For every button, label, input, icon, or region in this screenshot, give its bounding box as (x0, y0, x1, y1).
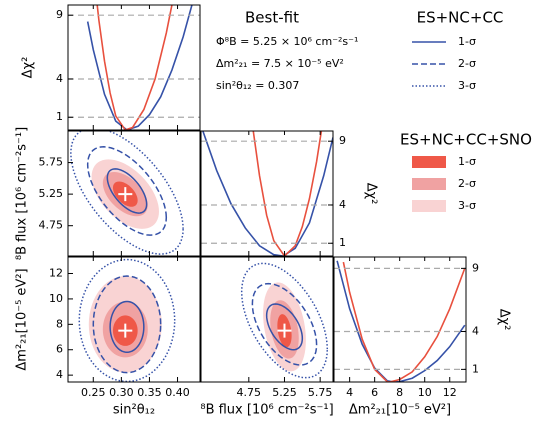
best-fit-line: Φ⁸B = 5.25 × 10⁶ cm⁻²s⁻¹ (216, 35, 358, 48)
y-tick-label: 6 (56, 343, 63, 356)
x-tick-label: 8 (396, 386, 403, 399)
y-tick-label: 4 (56, 72, 63, 85)
x-axis-label: Δm²₂₁[10⁻⁵ eV²] (349, 403, 451, 418)
y-tick-label: 9 (339, 134, 346, 147)
x-axis-label: sin²θ₁₂ (113, 403, 155, 418)
curve (342, 261, 466, 382)
y-axis-label: Δχ² (21, 57, 36, 79)
legend-label: 3-σ (458, 79, 476, 92)
contour (78, 258, 176, 382)
y-tick-label: 1 (472, 362, 479, 375)
y-axis-label: ⁸B flux [10⁶ cm⁻²s⁻¹] (15, 127, 30, 260)
y-tick-label: 8 (56, 317, 63, 330)
x-tick-label: 0.35 (137, 386, 162, 399)
contour (251, 282, 318, 366)
legend-swatch (412, 156, 446, 168)
legend-swatch (412, 178, 446, 190)
curve (96, 5, 173, 130)
panel (86, 5, 193, 130)
x-tick-label: 12 (443, 386, 457, 399)
legend-label: 2-σ (458, 57, 476, 70)
best-fit-title: Best-fit (245, 9, 299, 27)
panel-frame (200, 130, 334, 257)
y-axis-label: Δχ² (364, 183, 379, 205)
legend-label: 3-σ (458, 199, 476, 212)
best-fit-line: Δm²₂₁ = 7.5 × 10⁻⁵ eV² (216, 57, 344, 70)
panel (202, 131, 333, 256)
panel-frame (67, 130, 201, 257)
y-tick-label: 1 (56, 110, 63, 123)
y-tick-label: 9 (56, 8, 63, 21)
panel-frame (333, 256, 467, 383)
y-tick-label: 5.75 (39, 156, 64, 169)
contour (70, 131, 184, 255)
x-tick-label: 6 (371, 386, 378, 399)
legend-title: ES+NC+CC+SNO (400, 131, 532, 149)
curve (336, 260, 466, 382)
y-tick-label: 9 (472, 261, 479, 274)
best-fit-marker (118, 187, 133, 202)
best-fit-box: Best-fit Φ⁸B = 5.25 × 10⁶ cm⁻²s⁻¹ Δm²₂₁ … (216, 9, 358, 93)
panel-frame (200, 256, 334, 383)
y-tick-label: 5.25 (39, 187, 64, 200)
y-axis-label: Δm²₂₁[10⁻⁵ eV²] (15, 268, 30, 370)
contour (109, 300, 145, 354)
best-fit-marker (277, 323, 292, 338)
best-fit-marker (118, 323, 133, 338)
contour (265, 303, 304, 351)
y-axis-label: Δχ² (497, 309, 512, 331)
x-tick-label: 5.25 (272, 386, 297, 399)
curve (252, 131, 323, 256)
legend-label: 1-σ (458, 35, 476, 48)
contour (240, 262, 329, 379)
legend-swatch (412, 200, 446, 212)
y-tick-label: 12 (49, 267, 63, 280)
panel-frame (67, 4, 201, 131)
x-tick-label: 0.30 (109, 386, 134, 399)
x-axis-label: ⁸B flux [10⁶ cm⁻²s⁻¹] (200, 403, 333, 418)
x-tick-label: 5.75 (308, 386, 333, 399)
y-tick-label: 10 (49, 292, 63, 305)
contour (86, 146, 168, 236)
panel (240, 262, 329, 379)
curve (86, 5, 193, 130)
x-tick-label: 4.75 (237, 386, 262, 399)
panel-frame (67, 256, 201, 383)
x-tick-label: 0.25 (81, 386, 106, 399)
curve (202, 131, 333, 256)
y-tick-label: 4 (56, 368, 63, 381)
x-tick-label: 4 (346, 386, 353, 399)
y-tick-label: 4.75 (39, 219, 64, 232)
x-tick-label: 10 (418, 386, 432, 399)
legend-label: 2-σ (458, 177, 476, 190)
y-tick-label: 1 (339, 236, 346, 249)
panel (78, 258, 176, 382)
panel (70, 131, 184, 255)
contour (92, 275, 162, 374)
legend-title: ES+NC+CC (417, 9, 504, 27)
contour (106, 168, 148, 214)
best-fit-line: sin²θ₁₂ = 0.307 (216, 79, 299, 92)
y-tick-label: 4 (339, 198, 346, 211)
panel (336, 260, 466, 382)
y-tick-label: 4 (472, 324, 479, 337)
legend-label: 1-σ (458, 155, 476, 168)
x-tick-label: 0.40 (165, 386, 190, 399)
